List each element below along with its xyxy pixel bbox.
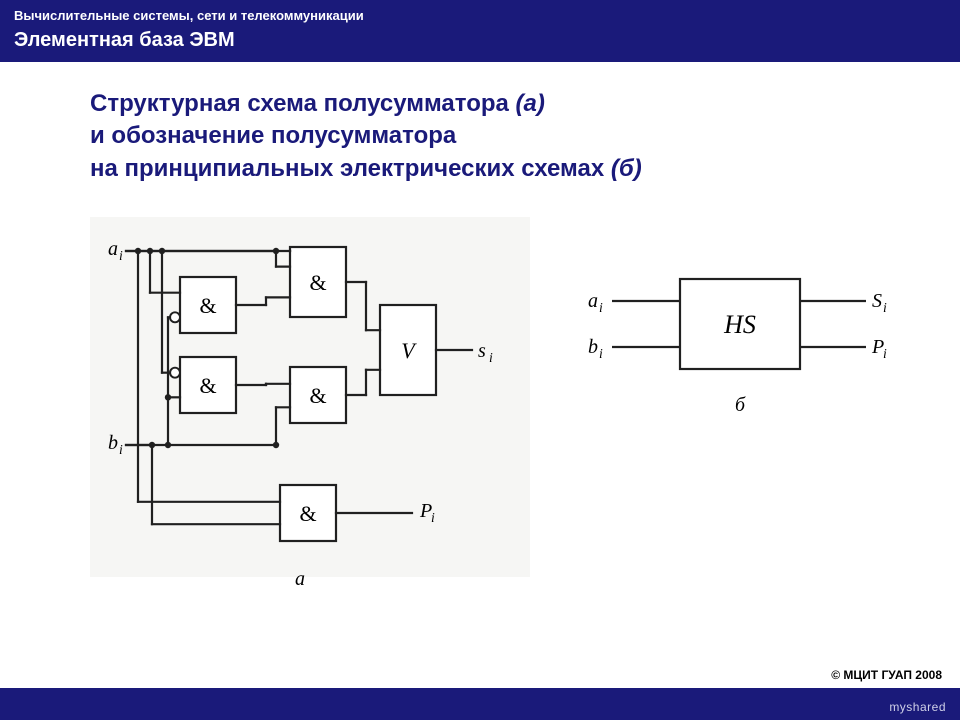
footer-bar: myshared <box>0 688 960 720</box>
copyright-text: © МЦИТ ГУАП 2008 <box>831 668 942 682</box>
svg-text:S: S <box>872 290 882 312</box>
svg-text:b: b <box>588 336 598 358</box>
svg-text:i: i <box>599 346 603 361</box>
caption-line1: Структурная схема полусумматора <box>90 90 516 117</box>
svg-text:б: б <box>735 394 746 416</box>
svg-text:&: & <box>309 270 326 295</box>
svg-text:i: i <box>883 300 887 315</box>
caption-line1-ital: (а) <box>516 90 545 117</box>
caption-line3-ital: (б) <box>611 155 642 182</box>
caption-line2: и обозначение полусумматора <box>90 122 456 149</box>
diagram-area: &&&&V&aibisiPiа HSaibiSiPiб <box>90 217 910 607</box>
svg-text:b: b <box>108 432 118 454</box>
svg-text:i: i <box>431 510 435 525</box>
svg-text:s: s <box>478 340 486 362</box>
svg-text:i: i <box>599 300 603 315</box>
svg-text:a: a <box>108 238 118 260</box>
svg-text:&: & <box>309 383 326 408</box>
svg-text:а: а <box>295 568 305 590</box>
figure-caption: Структурная схема полусумматора (а) и об… <box>90 88 910 185</box>
svg-text:i: i <box>119 248 123 263</box>
svg-text:&: & <box>199 293 216 318</box>
svg-text:&: & <box>199 373 216 398</box>
svg-text:i: i <box>489 350 493 365</box>
svg-text:&: & <box>299 501 316 526</box>
topic-title: Элементная база ЭВМ <box>14 29 946 52</box>
svg-text:a: a <box>588 290 598 312</box>
svg-text:i: i <box>883 346 887 361</box>
svg-text:i: i <box>119 442 123 457</box>
slide-content: Структурная схема полусумматора (а) и об… <box>0 62 960 607</box>
diagram-b: HSaibiSiPiб <box>560 259 890 459</box>
slide-header: Вычислительные системы, сети и телекомму… <box>0 0 960 62</box>
svg-text:HS: HS <box>723 310 756 339</box>
course-name: Вычислительные системы, сети и телекомму… <box>14 8 946 23</box>
diagram-a: &&&&V&aibisiPiа <box>90 217 530 597</box>
caption-line3: на принципиальных электрических схемах <box>90 155 611 182</box>
watermark-text: myshared <box>889 700 946 714</box>
